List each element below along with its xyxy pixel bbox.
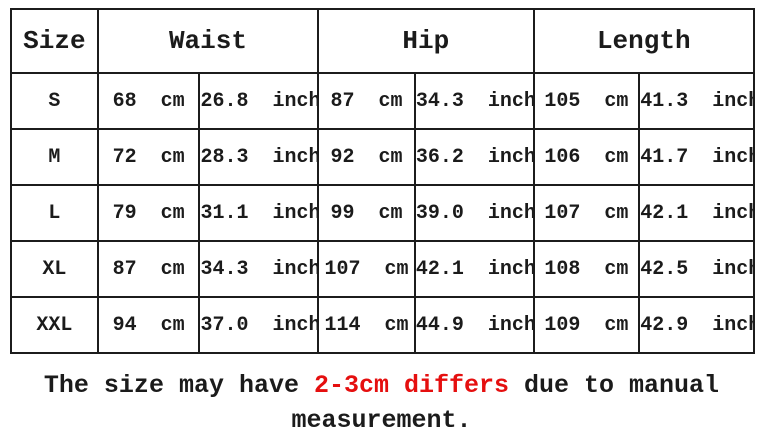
- waist-cm-cell: 87 cm: [96, 240, 201, 298]
- disclaimer-line2: measurement.: [291, 406, 472, 435]
- header-waist: Waist: [96, 8, 320, 74]
- waist-inch-cell: 37.0 inch: [198, 296, 320, 354]
- size-chart-table: Size Waist Hip Length S 68 cm 26.8 inch …: [10, 8, 756, 354]
- disclaimer-highlight: 2-3cm differs: [313, 371, 510, 400]
- hip-inch-cell: 44.9 inch: [413, 296, 535, 354]
- length-inch-cell: 42.1 inch: [638, 184, 755, 242]
- hip-inch-cell: 36.2 inch: [413, 128, 535, 186]
- hip-cm-cell: 92 cm: [317, 128, 416, 186]
- length-cm-cell: 108 cm: [532, 240, 641, 298]
- waist-inch-cell: 28.3 inch: [198, 128, 320, 186]
- hip-cm-cell: 99 cm: [317, 184, 416, 242]
- header-hip: Hip: [317, 8, 535, 74]
- hip-cm-cell: 87 cm: [317, 72, 416, 130]
- waist-cm-cell: 94 cm: [96, 296, 201, 354]
- waist-inch-cell: 26.8 inch: [198, 72, 320, 130]
- size-cell: XXL: [10, 296, 99, 354]
- hip-inch-cell: 39.0 inch: [413, 184, 535, 242]
- header-length: Length: [532, 8, 756, 74]
- length-inch-cell: 41.3 inch: [638, 72, 755, 130]
- header-size: Size: [10, 8, 99, 74]
- hip-inch-cell: 42.1 inch: [413, 240, 535, 298]
- table-row-l: L 79 cm 31.1 inch 99 cm 39.0 inch 107 cm…: [10, 184, 755, 242]
- length-inch-cell: 41.7 inch: [638, 128, 755, 186]
- size-cell: M: [10, 128, 99, 186]
- waist-inch-cell: 34.3 inch: [198, 240, 320, 298]
- length-cm-cell: 105 cm: [532, 72, 641, 130]
- header-row: Size Waist Hip Length: [10, 8, 756, 74]
- disclaimer-text-suffix: due to manual: [509, 371, 720, 400]
- waist-cm-cell: 68 cm: [96, 72, 201, 130]
- length-inch-cell: 42.5 inch: [638, 240, 755, 298]
- table-row-m: M 72 cm 28.3 inch 92 cm 36.2 inch 106 cm…: [10, 128, 755, 186]
- table-row-s: S 68 cm 26.8 inch 87 cm 34.3 inch 105 cm…: [10, 72, 755, 130]
- size-cell: XL: [10, 240, 99, 298]
- length-cm-cell: 107 cm: [532, 184, 641, 242]
- waist-cm-cell: 79 cm: [96, 184, 201, 242]
- disclaimer-text-prefix: The size may have: [43, 371, 314, 400]
- measurement-disclaimer: The size may have 2-3cm differs due to m…: [0, 368, 763, 438]
- waist-cm-cell: 72 cm: [96, 128, 201, 186]
- waist-inch-cell: 31.1 inch: [198, 184, 320, 242]
- table-row-xl: XL 87 cm 34.3 inch 107 cm 42.1 inch 108 …: [10, 240, 755, 298]
- size-cell: S: [10, 72, 99, 130]
- hip-cm-cell: 107 cm: [317, 240, 416, 298]
- length-cm-cell: 109 cm: [532, 296, 641, 354]
- table-row-xxl: XXL 94 cm 37.0 inch 114 cm 44.9 inch 109…: [10, 296, 755, 354]
- size-cell: L: [10, 184, 99, 242]
- length-cm-cell: 106 cm: [532, 128, 641, 186]
- hip-inch-cell: 34.3 inch: [413, 72, 535, 130]
- hip-cm-cell: 114 cm: [317, 296, 416, 354]
- length-inch-cell: 42.9 inch: [638, 296, 755, 354]
